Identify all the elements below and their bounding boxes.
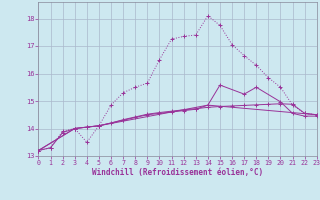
X-axis label: Windchill (Refroidissement éolien,°C): Windchill (Refroidissement éolien,°C) bbox=[92, 168, 263, 177]
